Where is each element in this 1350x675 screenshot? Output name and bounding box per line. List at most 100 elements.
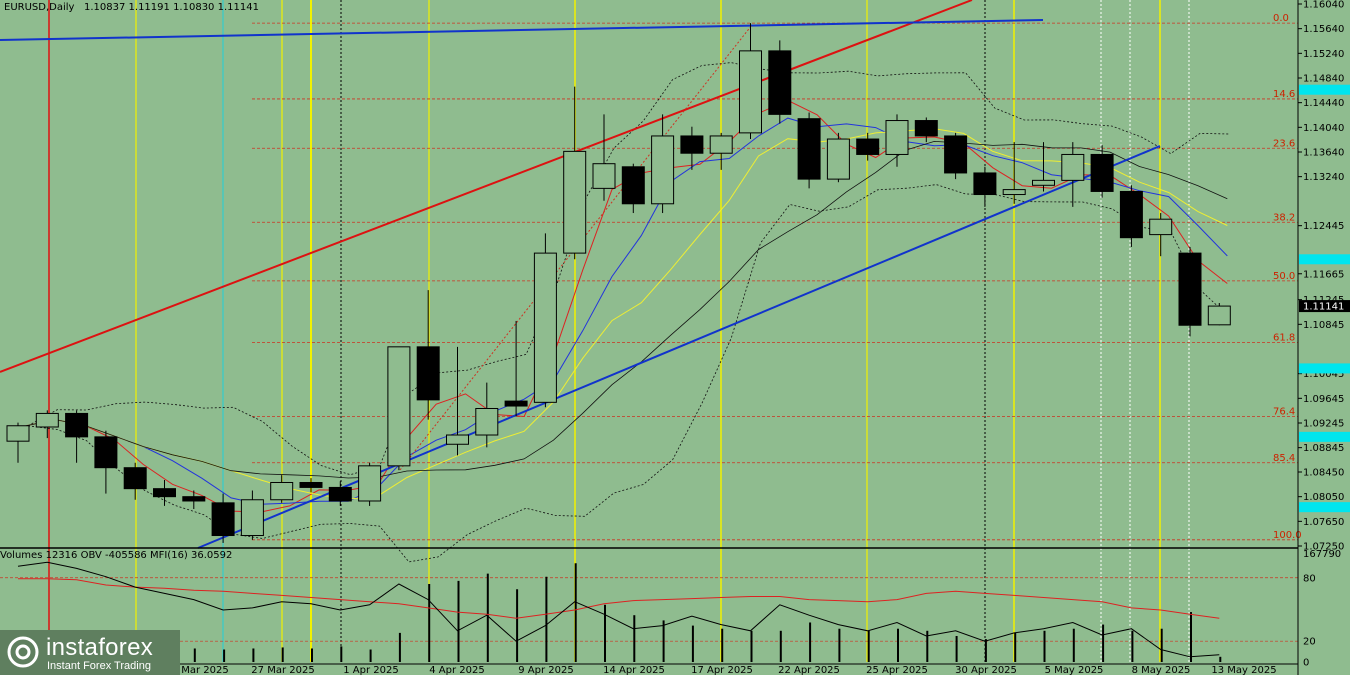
bull-candle <box>240 499 264 537</box>
price-tick-label: 1.16040 <box>1303 0 1344 11</box>
price-level-box <box>1299 363 1350 374</box>
mfi-level-label: 0 <box>1303 658 1309 669</box>
date-tick-label: 4 Apr 2025 <box>429 665 484 675</box>
bull-candle <box>1061 153 1085 181</box>
envelope-upper-line <box>27 62 1230 476</box>
date-tick-label: 27 Mar 2025 <box>251 665 314 675</box>
date-tick-label: 25 Apr 2025 <box>866 665 928 675</box>
price-tick-label: 1.10845 <box>1303 320 1344 331</box>
ma-blue-line <box>25 117 1228 505</box>
bull-candle <box>1002 189 1026 196</box>
fib-level-label: 100.0 <box>1273 530 1302 541</box>
instaforex-logo: instaforex Instant Forex Trading <box>0 630 180 675</box>
candles <box>6 23 1231 543</box>
bear-candle <box>1090 153 1114 192</box>
price-tick-label: 1.14840 <box>1303 73 1344 84</box>
price-level-box <box>1299 254 1350 265</box>
fib-level-label: 76.4 <box>1273 407 1295 418</box>
chart-header-ohlc: 1.10837 1.11191 1.10830 1.11141 <box>84 2 259 13</box>
bull-candle <box>1149 218 1173 236</box>
date-tick-label: 13 May 2025 <box>1211 665 1276 675</box>
bear-candle <box>504 400 528 407</box>
volume-max-label: 167790 <box>1303 549 1341 560</box>
red-trend-line <box>0 0 973 373</box>
blue-trend-line-top <box>0 19 1044 41</box>
price-tick-label: 1.09245 <box>1303 418 1344 429</box>
fib-level-label: 14.6 <box>1273 89 1295 100</box>
fib-anchor-line <box>399 24 753 471</box>
indicator-header: Volumes 12316 OBV -405586 MFI(16) 36.059… <box>0 550 232 561</box>
logo-brand: instaforex <box>46 634 154 661</box>
date-tick-label: 9 Apr 2025 <box>518 665 573 675</box>
bull-candle <box>475 407 499 436</box>
bull-candle <box>35 412 59 428</box>
price-tick-label: 1.08845 <box>1303 443 1344 454</box>
bull-candle <box>739 50 762 134</box>
instaforex-logo-icon <box>7 636 39 668</box>
bull-candle <box>709 135 733 154</box>
bull-candle <box>826 138 850 180</box>
fib-level-label: 0.0 <box>1273 13 1289 24</box>
volume-mfi-obv-panel <box>0 547 1298 662</box>
bear-candle <box>416 346 440 401</box>
bull-candle <box>6 425 30 442</box>
bear-candle <box>973 172 997 196</box>
price-tick-label: 1.11665 <box>1303 269 1344 280</box>
current-price-label: 1.11141 <box>1303 302 1344 313</box>
price-tick-label: 1.07250 <box>1303 542 1344 553</box>
price-level-box <box>1299 84 1350 95</box>
chart-header-symbol: EURUSD,Daily <box>4 2 75 13</box>
bear-candle <box>153 488 176 498</box>
bear-candle <box>123 467 147 490</box>
price-tick-label: 1.15240 <box>1303 49 1344 60</box>
bull-candle <box>885 120 909 155</box>
bear-candle <box>944 135 968 174</box>
bull-candle <box>1207 305 1231 326</box>
bear-candle <box>797 118 821 180</box>
bear-candle <box>299 481 323 488</box>
bull-candle <box>270 481 294 501</box>
price-level-box <box>1299 431 1350 442</box>
mfi-line <box>18 578 1220 619</box>
price-tick-label: 1.14440 <box>1303 98 1344 109</box>
fib-level-label: 50.0 <box>1273 271 1295 282</box>
bear-candle <box>1178 252 1202 326</box>
bear-candle <box>680 135 704 154</box>
price-tick-label: 1.13640 <box>1303 147 1344 158</box>
bull-candle <box>387 346 411 467</box>
fibonacci-levels: 0.0 14.6 23.6 38.2 50.0 61.8 76.4 85.4 100.0 <box>252 13 1302 541</box>
price-tick-label: 1.14040 <box>1303 123 1344 134</box>
date-tick-label: 5 May 2025 <box>1045 665 1104 675</box>
price-tick-label: 1.08050 <box>1303 492 1344 503</box>
price-axis: 1.16040 1.15640 1.15240 1.14840 1.14440 1.140… <box>1297 0 1350 675</box>
bear-candle <box>856 138 880 155</box>
date-tick-label: 14 Apr 2025 <box>603 665 665 675</box>
ma-black-line <box>25 140 1228 479</box>
bear-candle <box>914 120 938 137</box>
bear-candle <box>1119 190 1143 239</box>
mfi-level-label: 20 <box>1303 637 1316 648</box>
bear-candle <box>182 496 206 502</box>
fib-level-label: 38.2 <box>1273 212 1295 223</box>
fib-level-label: 23.6 <box>1273 138 1295 149</box>
obv-line <box>17 561 1220 658</box>
date-tick-label: 22 Apr 2025 <box>778 665 840 675</box>
price-level-box <box>1299 502 1350 513</box>
bull-candle <box>358 465 382 502</box>
price-tick-label: 1.15640 <box>1303 24 1344 35</box>
date-tick-label: 17 Apr 2025 <box>691 665 753 675</box>
bear-candle <box>65 412 89 438</box>
date-tick-label: 30 Apr 2025 <box>955 665 1017 675</box>
fib-level-label: 85.4 <box>1273 453 1295 464</box>
price-tick-label: 1.08450 <box>1303 468 1344 479</box>
price-tick-label: 1.12445 <box>1303 221 1344 232</box>
price-tick-label: 1.07650 <box>1303 517 1344 528</box>
price-tick-label: 1.09645 <box>1303 394 1344 405</box>
price-tick-label: 1.10045 <box>1303 369 1344 380</box>
bear-candle <box>621 166 645 205</box>
date-tick-label: 8 May 2025 <box>1132 665 1191 675</box>
bear-candle <box>211 502 235 537</box>
bull-candle <box>651 135 675 205</box>
bull-candle <box>533 252 557 403</box>
